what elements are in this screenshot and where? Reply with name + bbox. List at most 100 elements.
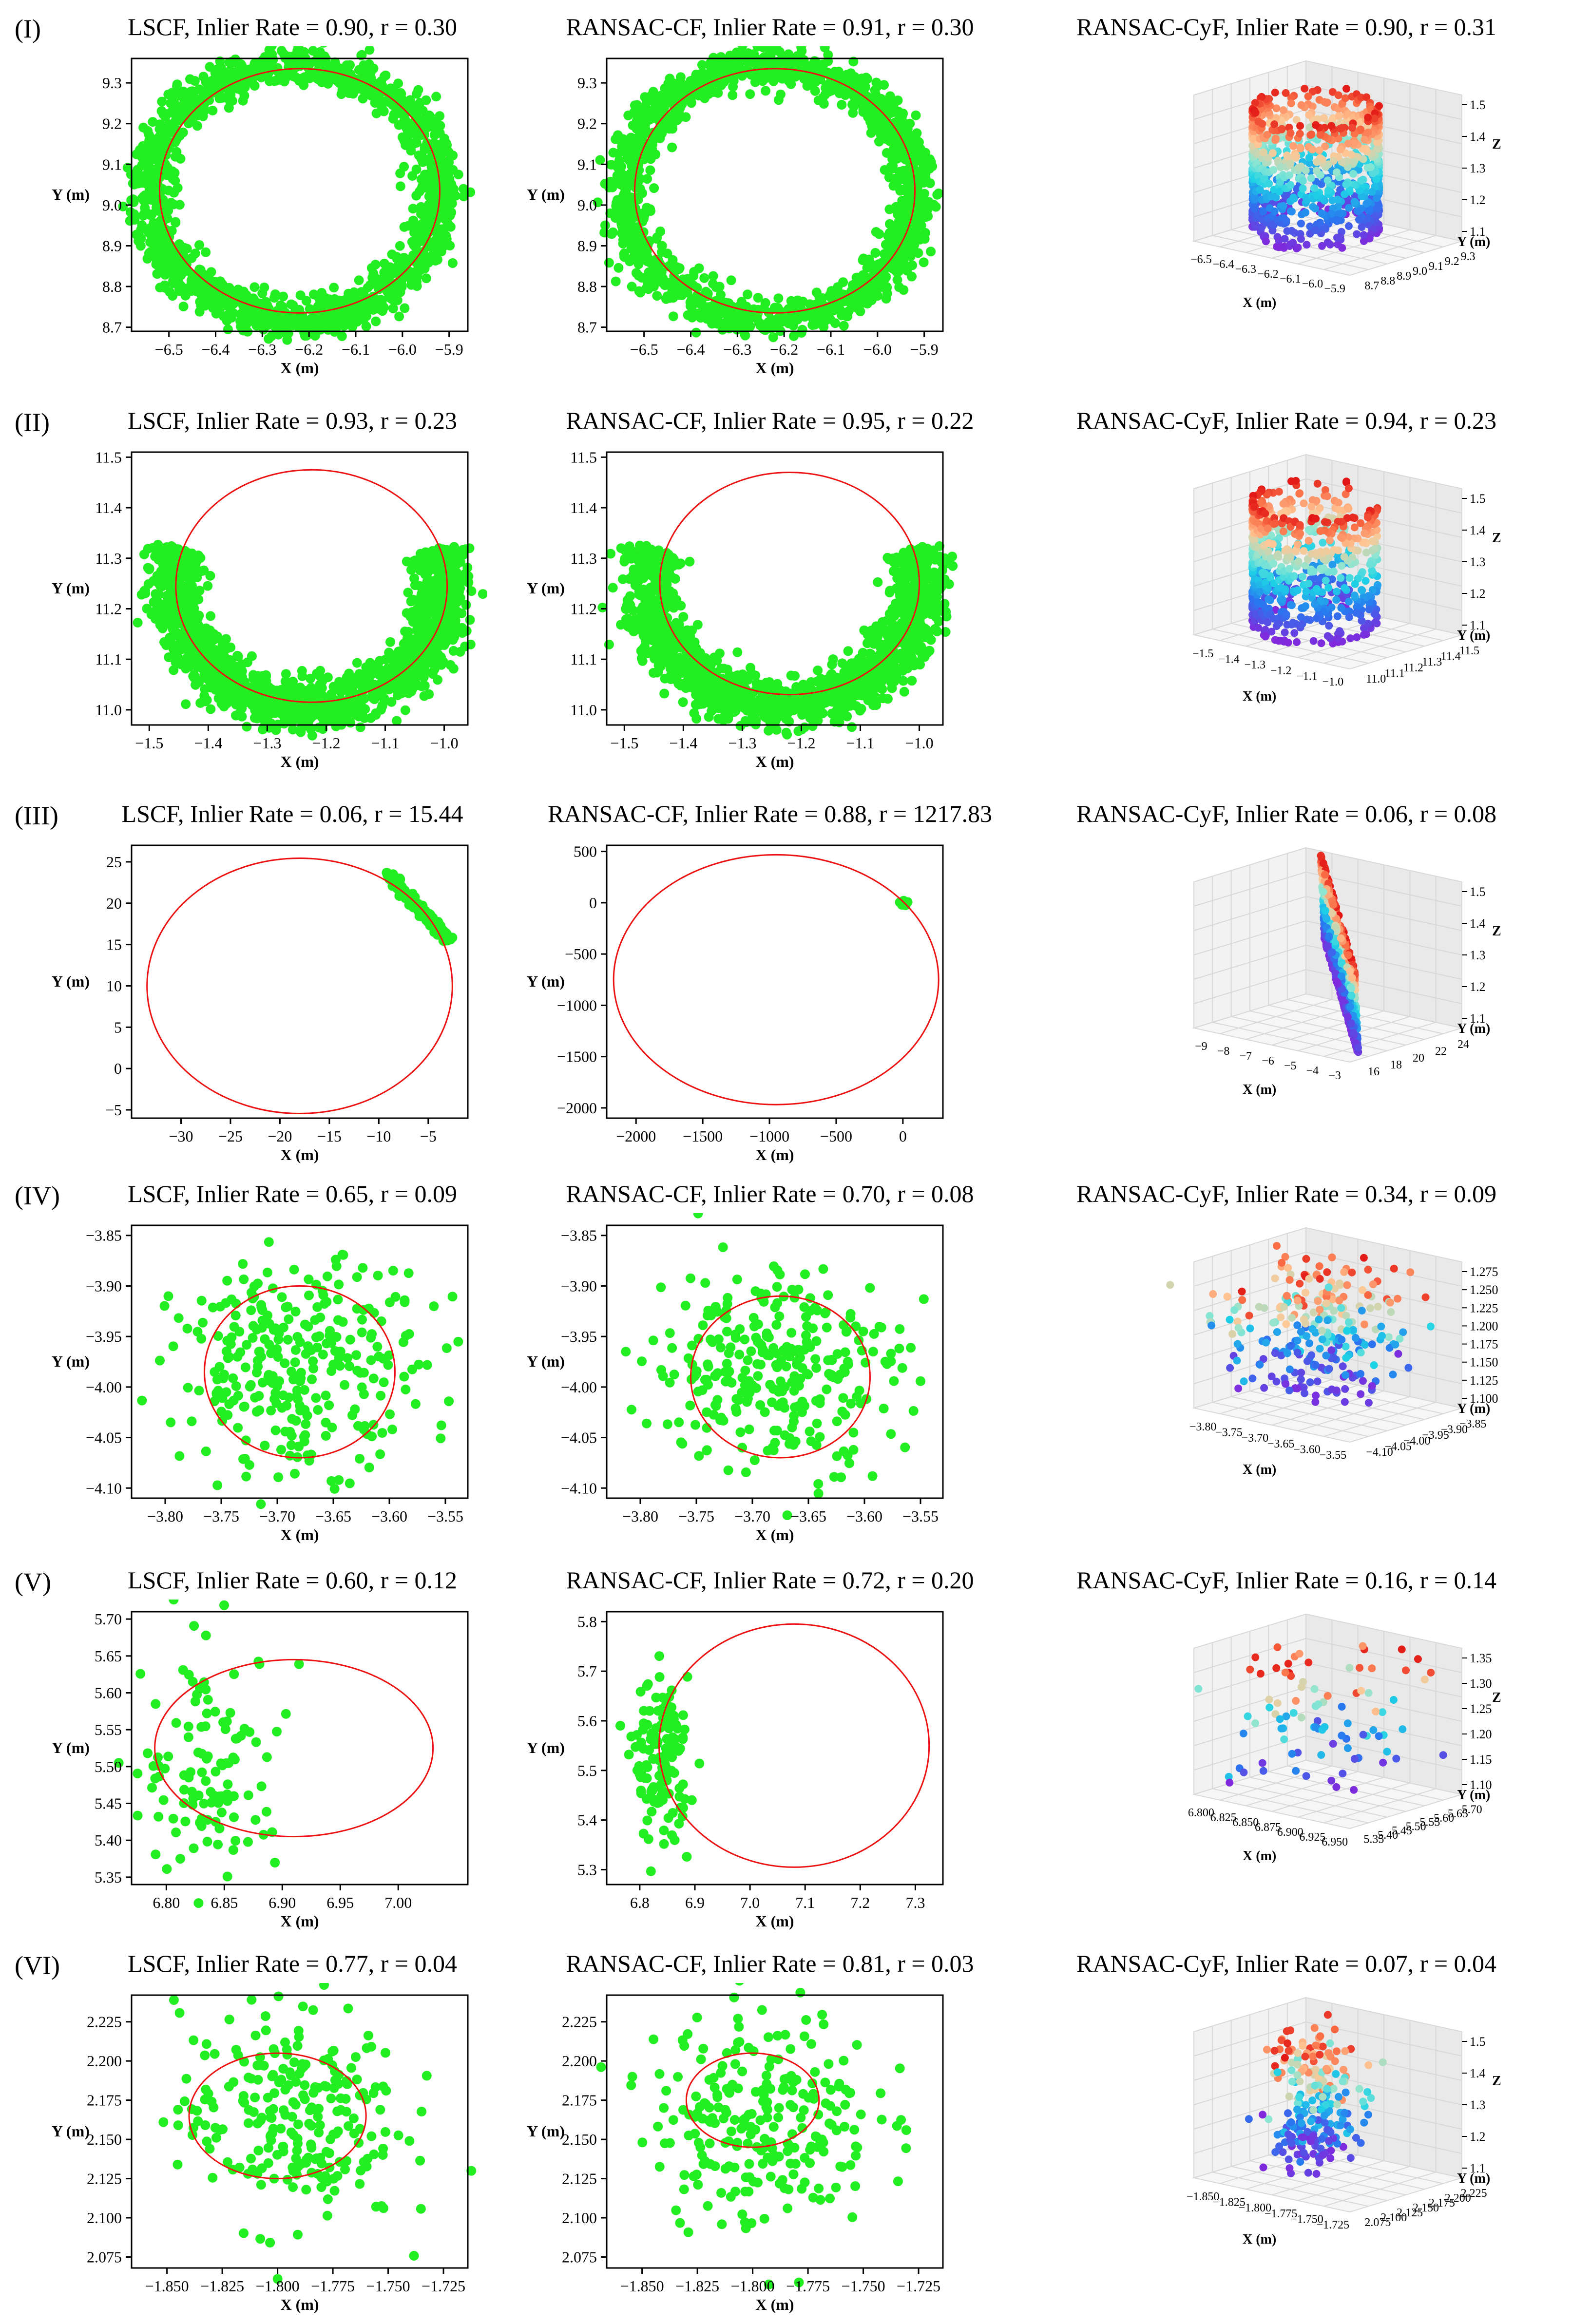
y-tick-label: 8.8 [102,278,122,295]
data-point [422,273,431,283]
data-point-3d [1252,109,1260,116]
data-point [226,58,236,68]
data-point [929,200,939,210]
data-point [278,292,288,302]
data-point [208,81,217,91]
data-point-3d [1288,208,1296,215]
data-point [451,191,460,201]
data-point [195,297,205,307]
data-point-3d [1345,204,1353,212]
data-point [926,247,936,256]
z-tick-label: 1.4 [1470,130,1486,144]
data-point [138,210,148,220]
data-point-3d [1305,154,1313,162]
data-point [212,302,222,312]
data-point [297,671,307,681]
x-axis-label: X (m) [280,359,319,377]
data-point-3d [1251,205,1259,213]
data-point [665,124,674,133]
data-point [380,72,389,81]
x-tick-label: −6.5 [1190,253,1212,266]
data-point-3d [1289,142,1297,150]
data-point-3d [1307,174,1315,182]
data-point [342,82,352,92]
x-tick-label: −6.3 [723,341,751,358]
data-point [615,161,625,171]
data-point-3d [1269,166,1277,174]
data-point-3d [1335,112,1343,120]
data-point [699,273,709,283]
data-point [478,589,487,599]
data-point [821,316,830,325]
x-tick-label: −6.0 [388,341,417,358]
data-point [157,97,167,107]
data-point [288,321,298,330]
data-point-3d [1358,223,1365,231]
data-point [218,93,228,103]
data-point [807,320,817,330]
data-point [728,82,738,92]
data-point-3d [1304,93,1312,100]
data-point [310,328,320,338]
data-point [920,228,930,238]
data-point [176,244,186,254]
data-point [315,48,325,57]
data-point-3d [1360,231,1368,239]
data-point [427,163,437,172]
data-point [635,184,645,194]
data-point [241,313,251,323]
data-point [849,102,859,112]
data-point [614,135,624,145]
data-point [449,664,459,674]
data-point [406,121,416,131]
data-point [636,254,646,264]
data-point-3d [1262,237,1270,245]
data-point [712,319,722,329]
data-point [913,213,923,223]
y-tick-label: 9.1 [102,155,122,173]
data-point [620,179,630,189]
data-point-3d [1341,190,1348,198]
data-point [773,293,783,303]
data-point [919,257,929,267]
data-point [625,215,635,225]
data-point [226,312,236,322]
data-point [613,171,622,180]
data-point [696,78,706,88]
data-point [412,107,422,117]
data-point [413,85,423,95]
row-label: (II) [15,407,50,438]
data-point [191,248,200,258]
scatter-plot: −6.5−6.4−6.3−6.2−6.1−6.0−5.98.78.88.99.0… [524,46,962,387]
data-point [313,302,323,311]
data-point [716,290,726,300]
data-point [420,264,429,273]
data-point [354,275,364,285]
data-point [761,298,770,308]
data-point [235,708,245,718]
data-point [645,165,655,175]
y-tick-label: 8.9 [102,237,122,254]
data-point [909,240,919,250]
data-point-3d [1298,101,1305,109]
data-point [216,63,226,73]
data-point [435,128,444,137]
data-point [920,148,930,158]
data-point [652,291,662,301]
data-point [653,269,663,279]
data-point-3d [1305,111,1313,119]
data-point [876,130,885,139]
data-points [133,540,487,741]
data-point [168,167,177,176]
data-point [814,95,824,105]
y-axis-label: Y (m) [1457,234,1490,249]
data-point [808,59,818,69]
data-point [188,88,197,98]
x-tick-label: −6.3 [248,341,276,358]
data-point [870,284,880,294]
data-point [776,90,786,99]
data-point [265,76,274,86]
data-point [686,76,696,86]
data-point [437,225,446,234]
data-point [898,199,908,209]
